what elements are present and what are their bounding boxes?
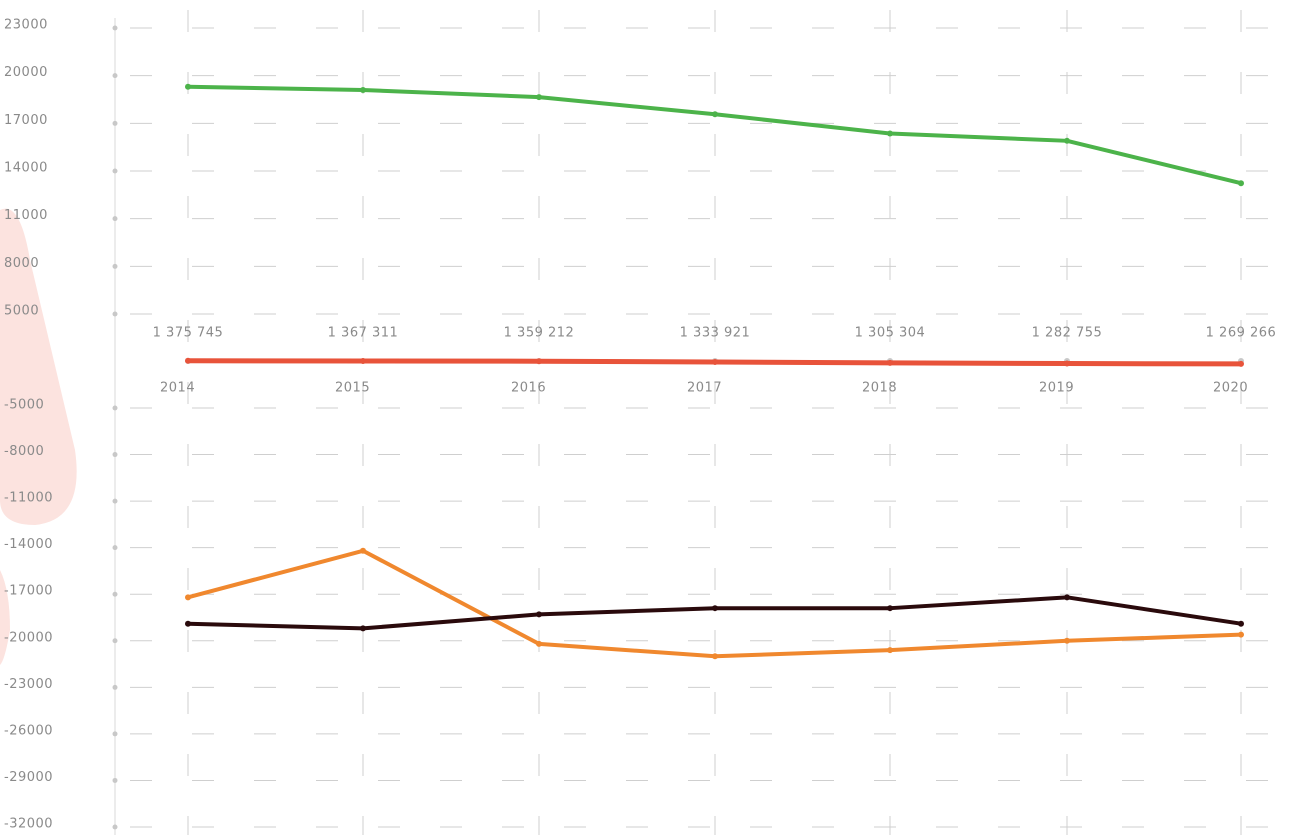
value-label: 1 305 304 (855, 326, 926, 341)
point (536, 358, 542, 364)
axis-dot (113, 121, 118, 126)
x-tick-label: 2019 (1039, 381, 1074, 396)
x-tick-label: 2020 (1213, 381, 1248, 396)
point (1064, 594, 1070, 600)
point (1064, 138, 1070, 144)
y-tick-label: 23000 (4, 18, 48, 33)
value-label: 1 359 212 (504, 326, 575, 341)
axis-dot (113, 685, 118, 690)
point (712, 111, 718, 117)
y-tick-label: -5000 (4, 398, 44, 413)
point (1238, 361, 1244, 367)
axis-dot (113, 638, 118, 643)
axis-dot (113, 825, 118, 830)
axis-dot (113, 73, 118, 78)
point (1238, 632, 1244, 638)
y-tick-label: -14000 (4, 537, 53, 552)
y-tick-label: 11000 (4, 208, 48, 223)
axis-dot (113, 499, 118, 504)
point (1064, 361, 1070, 367)
axis-dot (113, 731, 118, 736)
y-tick-label: -17000 (4, 584, 53, 599)
x-tick-label: 2017 (687, 381, 722, 396)
point (1238, 621, 1244, 627)
y-tick-label: 8000 (4, 256, 39, 271)
chart: 5000 8000 11000 14000 17000 20000 23000 2014 201… (0, 0, 1297, 835)
y-tick-label: -32000 (4, 817, 53, 832)
y-tick-label: -8000 (4, 444, 44, 459)
series-line (188, 597, 1241, 628)
axis-dot (113, 545, 118, 550)
point (185, 621, 191, 627)
point (1064, 638, 1070, 644)
point (185, 594, 191, 600)
point (536, 641, 542, 647)
y-tick-label: -29000 (4, 770, 53, 785)
point (185, 358, 191, 364)
y-tick-label: 20000 (4, 65, 48, 80)
value-label: 1 375 745 (153, 326, 224, 341)
y-tick-label: -26000 (4, 723, 53, 738)
y-tick-label: -23000 (4, 677, 53, 692)
point (185, 84, 191, 90)
point (712, 653, 718, 659)
axis-dot (113, 312, 118, 317)
value-label: 1 367 311 (328, 326, 399, 341)
point (360, 625, 366, 631)
point (887, 605, 893, 611)
value-label: 1 333 921 (680, 326, 751, 341)
y-tick-label: 5000 (4, 304, 39, 319)
axis-dot (113, 216, 118, 221)
axis-dot (113, 169, 118, 174)
point (360, 87, 366, 93)
y-tick-label: 14000 (4, 161, 48, 176)
x-tick-label: 2014 (160, 381, 195, 396)
value-label: 1 282 755 (1032, 326, 1103, 341)
axis-dot (113, 26, 118, 31)
axis-dot (113, 264, 118, 269)
axis-dot (113, 452, 118, 457)
point (887, 131, 893, 137)
point (536, 611, 542, 617)
axis-dot (113, 406, 118, 411)
point (536, 94, 542, 100)
point (712, 359, 718, 365)
y-tick-label: 17000 (4, 113, 48, 128)
point (887, 360, 893, 366)
point (360, 548, 366, 554)
point (887, 647, 893, 653)
point (712, 605, 718, 611)
x-tick-label: 2016 (511, 381, 546, 396)
axis-dot (113, 778, 118, 783)
y-tick-label: -11000 (4, 491, 53, 506)
value-label: 1 269 266 (1206, 326, 1277, 341)
point (360, 358, 366, 364)
axis-dot (113, 592, 118, 597)
point (1238, 180, 1244, 186)
y-tick-label: -20000 (4, 630, 53, 645)
page: 5000 8000 11000 14000 17000 20000 23000 2014 201… (0, 0, 1297, 839)
x-tick-label: 2015 (335, 381, 370, 396)
x-tick-label: 2018 (862, 381, 897, 396)
